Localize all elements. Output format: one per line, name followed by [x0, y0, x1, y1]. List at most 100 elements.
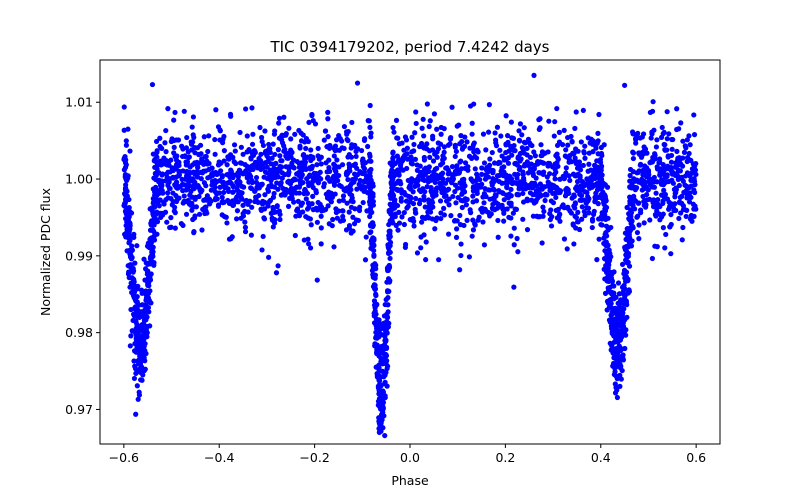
data-point — [186, 201, 192, 207]
data-point — [259, 138, 265, 145]
data-point — [340, 217, 347, 223]
data-point — [270, 209, 276, 215]
data-point — [419, 172, 425, 178]
data-point — [152, 164, 158, 170]
data-point — [286, 170, 292, 176]
data-point — [157, 135, 163, 141]
data-point — [561, 127, 567, 133]
data-point — [279, 137, 285, 143]
data-point — [199, 227, 205, 233]
data-point — [312, 176, 318, 182]
data-point — [593, 145, 599, 151]
data-point — [204, 158, 210, 164]
data-point — [360, 199, 366, 206]
data-point — [362, 257, 369, 263]
data-point — [352, 161, 358, 167]
data-point — [561, 236, 568, 242]
data-point — [627, 172, 633, 179]
data-point — [353, 217, 360, 223]
data-point — [462, 134, 468, 140]
data-point — [581, 150, 587, 156]
data-point — [281, 132, 287, 139]
data-point — [447, 136, 454, 142]
data-point — [217, 178, 223, 184]
data-point — [235, 174, 241, 180]
data-point — [456, 170, 462, 176]
data-point — [373, 334, 379, 340]
data-point — [586, 161, 592, 167]
data-point — [452, 217, 458, 224]
data-point — [509, 152, 515, 158]
data-point — [565, 204, 571, 210]
data-point — [308, 147, 314, 153]
data-point — [221, 189, 227, 196]
data-point — [440, 185, 447, 191]
data-point — [433, 217, 439, 224]
data-point — [385, 244, 391, 250]
data-point — [481, 200, 487, 206]
data-point — [383, 344, 390, 350]
data-point — [314, 219, 320, 225]
data-point — [171, 208, 177, 214]
data-point — [630, 155, 637, 162]
data-point — [390, 124, 396, 131]
data-point — [491, 186, 497, 192]
data-point — [431, 111, 438, 117]
data-point — [262, 169, 269, 175]
data-point — [625, 250, 632, 257]
data-point — [432, 226, 438, 232]
data-point — [598, 167, 604, 173]
data-point — [296, 127, 302, 134]
data-point — [170, 167, 176, 173]
data-point — [274, 203, 280, 210]
data-point — [302, 187, 308, 193]
data-point — [620, 288, 626, 295]
x-tick-label: 0.0 — [400, 450, 420, 465]
data-point — [127, 148, 133, 154]
outlier-point — [137, 353, 144, 359]
data-point — [373, 364, 379, 370]
data-point — [186, 175, 192, 181]
data-point — [470, 185, 476, 191]
data-point — [470, 145, 476, 151]
data-point — [281, 114, 287, 120]
data-point — [567, 177, 573, 184]
data-point — [651, 127, 657, 133]
data-point — [493, 143, 500, 149]
data-point — [271, 165, 277, 171]
data-point — [153, 197, 159, 203]
data-point — [277, 153, 283, 159]
data-point — [374, 325, 380, 332]
data-point — [563, 165, 569, 171]
data-point — [660, 198, 666, 204]
data-point — [125, 222, 131, 228]
data-point — [470, 193, 476, 199]
data-point — [188, 188, 194, 195]
data-point — [262, 128, 268, 134]
data-point — [387, 219, 393, 225]
data-point — [575, 171, 581, 177]
data-point — [277, 163, 283, 170]
data-point — [514, 191, 520, 197]
data-point — [318, 241, 324, 247]
data-point — [674, 106, 680, 112]
data-point — [313, 205, 319, 211]
data-point — [661, 129, 667, 135]
data-point — [445, 171, 451, 177]
data-point — [282, 146, 288, 152]
data-point — [234, 208, 241, 214]
data-point — [122, 231, 128, 237]
data-point — [598, 185, 604, 192]
data-point — [580, 162, 586, 169]
data-point — [361, 166, 368, 172]
data-point — [601, 235, 607, 241]
data-point — [598, 171, 604, 177]
data-point — [525, 136, 532, 142]
data-point — [225, 188, 232, 194]
data-point — [272, 151, 278, 158]
data-point — [180, 222, 186, 228]
data-point — [187, 164, 193, 170]
data-point — [296, 209, 302, 215]
data-point — [669, 146, 675, 152]
data-point — [640, 193, 646, 200]
